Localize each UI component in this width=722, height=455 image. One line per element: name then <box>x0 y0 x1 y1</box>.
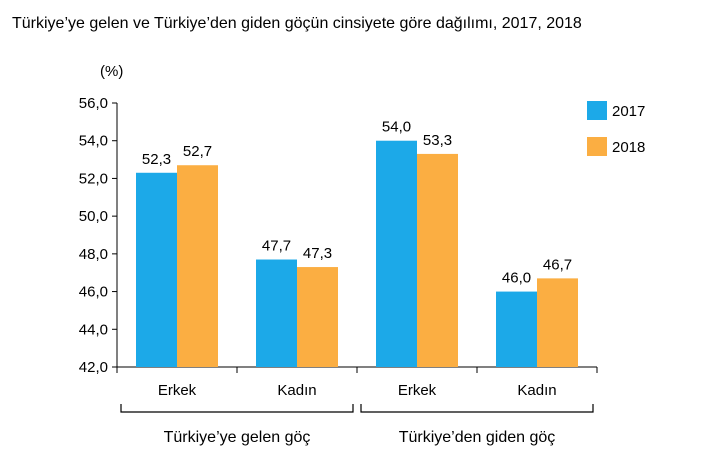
chart-title: Türkiye’ye gelen ve Türkiye’den giden gö… <box>12 15 582 32</box>
data-label: 47,3 <box>303 245 332 262</box>
category-label: Kadın <box>277 382 316 399</box>
bars <box>136 140 578 367</box>
bar-2017 <box>376 140 417 367</box>
y-tick-label: 44,0 <box>79 321 108 338</box>
data-label: 52,3 <box>142 151 171 168</box>
bar-2018 <box>297 267 338 367</box>
legend-label: 2017 <box>612 103 645 120</box>
y-tick-label: 52,0 <box>79 170 108 187</box>
x-axis: Erkek Kadın Erkek Kadın <box>116 366 598 399</box>
group-bracket <box>120 404 354 413</box>
category-label: Kadın <box>517 382 556 399</box>
data-label: 53,3 <box>423 132 452 149</box>
bar-2017 <box>136 172 177 367</box>
y-tick-label: 50,0 <box>79 208 108 225</box>
bar-2018 <box>537 278 578 367</box>
y-axis-label: (%) <box>100 63 123 80</box>
category-label: Erkek <box>398 382 437 399</box>
data-label: 54,0 <box>382 119 411 136</box>
y-tick-label: 46,0 <box>79 284 108 301</box>
data-label: 52,7 <box>183 143 212 160</box>
y-tick-label: 54,0 <box>79 133 108 150</box>
group-bracket <box>360 404 594 413</box>
y-tick-label: 42,0 <box>79 359 108 376</box>
bar-2017 <box>496 291 537 367</box>
y-tick-label: 56,0 <box>79 95 108 112</box>
bar-2017 <box>256 259 297 367</box>
group-label: Türkiye’den giden göç <box>399 429 556 446</box>
data-labels: 52,3 47,7 54,0 46,0 52,7 47,3 53,3 46,7 <box>142 119 572 287</box>
category-label: Erkek <box>158 382 197 399</box>
data-label: 46,0 <box>502 270 531 287</box>
group-label: Türkiye’ye gelen göç <box>164 429 311 446</box>
group-brackets: Türkiye’ye gelen göç Türkiye’den giden gö… <box>120 404 594 446</box>
y-tick-label: 48,0 <box>79 246 108 263</box>
legend-swatch-2017 <box>587 101 607 120</box>
legend: 2017 2018 <box>587 101 645 156</box>
legend-swatch-2018 <box>587 137 607 156</box>
y-axis: 42,0 44,0 46,0 48,0 50,0 52,0 54,0 56,0 <box>79 95 118 376</box>
bar-2018 <box>177 165 218 367</box>
legend-label: 2018 <box>612 139 645 156</box>
data-label: 47,7 <box>262 238 291 255</box>
data-label: 46,7 <box>543 256 572 273</box>
bar-2018 <box>417 153 458 367</box>
